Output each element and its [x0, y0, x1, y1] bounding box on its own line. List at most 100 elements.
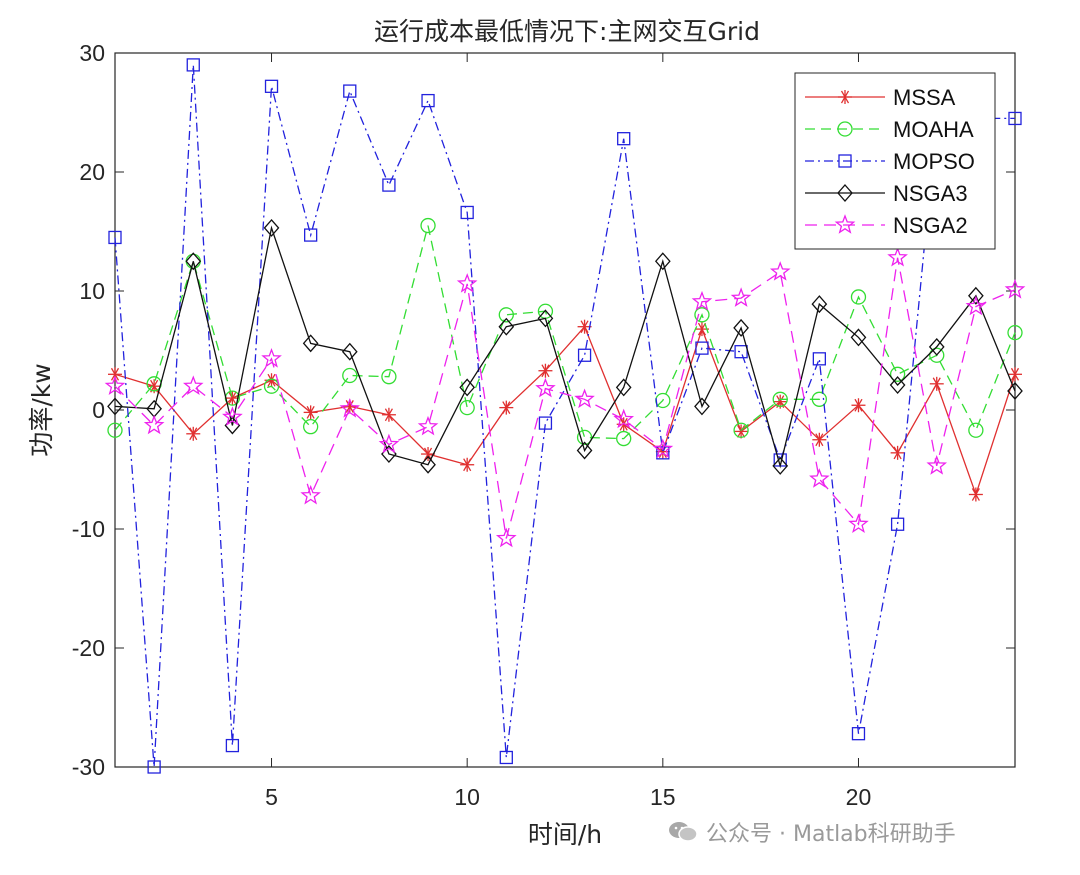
data-point: [577, 319, 592, 334]
data-point: [339, 397, 361, 418]
data-point: [108, 230, 122, 245]
data-point: [104, 375, 126, 396]
x-tick-label: 20: [846, 784, 872, 810]
y-tick-label: -10: [72, 516, 105, 542]
data-point: [928, 337, 945, 356]
data-point: [730, 287, 752, 307]
legend-label: NSGA3: [893, 181, 968, 206]
data-point: [834, 214, 856, 234]
data-point: [420, 455, 436, 474]
data-point: [304, 228, 318, 242]
legend-label: MSSA: [893, 85, 956, 110]
data-point: [382, 178, 396, 192]
data-point: [691, 290, 713, 311]
data-point: [851, 727, 866, 741]
data-point: [850, 289, 867, 305]
data-point: [695, 341, 709, 355]
legend-label: MOAHA: [893, 117, 974, 142]
data-point: [499, 750, 513, 765]
watermark: 公众号 · Matlab科研助手: [668, 814, 956, 850]
data-point: [537, 309, 554, 328]
data-point: [850, 328, 867, 347]
data-point: [890, 445, 905, 460]
data-point: [733, 318, 749, 337]
y-tick-label: -20: [72, 635, 105, 661]
data-point: [968, 286, 984, 305]
data-point: [263, 378, 280, 394]
data-point: [222, 406, 243, 426]
y-tick-label: 10: [79, 278, 105, 304]
data-point: [1008, 367, 1022, 382]
data-point: [965, 295, 987, 316]
data-point: [460, 457, 475, 472]
y-tick-label: 30: [79, 40, 105, 66]
series-nsga3: [107, 218, 1023, 475]
legend-item: NSGA3: [805, 181, 968, 206]
x-tick-label: 10: [454, 784, 480, 810]
data-point: [654, 252, 671, 271]
data-point: [887, 246, 908, 267]
data-point: [303, 405, 318, 420]
data-point: [538, 416, 553, 430]
data-point: [929, 347, 945, 363]
series-moaha: [107, 217, 1023, 447]
data-point: [772, 456, 789, 475]
data-point: [264, 79, 279, 93]
data-point: [811, 295, 828, 314]
data-point: [615, 378, 632, 397]
series-line: [114, 64, 1015, 768]
series-mopso: [108, 58, 1022, 774]
data-point: [263, 218, 280, 237]
data-point: [420, 217, 436, 234]
data-point: [809, 468, 830, 488]
data-point: [460, 205, 474, 220]
data-point: [848, 513, 869, 534]
data-point: [225, 738, 240, 753]
data-point: [535, 377, 556, 398]
legend-label: MOPSO: [893, 149, 975, 174]
data-point: [838, 90, 852, 104]
data-point: [694, 397, 710, 416]
data-point: [968, 422, 984, 438]
data-point: [300, 484, 321, 505]
data-point: [889, 366, 906, 382]
data-point: [1004, 278, 1026, 299]
data-point: [652, 438, 674, 459]
data-point: [107, 397, 123, 416]
data-point: [576, 429, 593, 446]
legend-item: NSGA2: [805, 213, 968, 238]
y-tick-label: -30: [72, 754, 105, 780]
data-point: [837, 121, 853, 137]
legend-item: MSSA: [805, 85, 956, 110]
data-point: [186, 426, 201, 441]
data-point: [812, 432, 827, 447]
data-point: [889, 376, 906, 394]
data-point: [456, 273, 478, 293]
data-point: [576, 441, 593, 460]
data-point: [182, 375, 204, 396]
data-point: [574, 388, 595, 409]
data-point: [733, 422, 749, 438]
data-point: [772, 391, 788, 407]
x-tick-label: 15: [650, 784, 676, 810]
data-point: [495, 527, 517, 548]
wechat-icon: [669, 822, 698, 842]
data-point: [378, 433, 400, 454]
data-point: [929, 376, 944, 391]
legend-item: MOAHA: [805, 117, 974, 142]
data-point: [342, 367, 358, 384]
data-point: [381, 369, 397, 385]
data-point: [459, 378, 476, 397]
data-point: [225, 391, 240, 406]
series-line: [114, 225, 1016, 469]
y-axis-label: 功率/kw: [27, 363, 56, 456]
data-point: [616, 430, 632, 447]
legend: MSSA MOAHA MOPSO NSGA3 NSGA2: [794, 72, 996, 250]
series-layer: [104, 58, 1026, 774]
chart-title: 运行成本最低情况下:主网交互Grid: [374, 17, 760, 46]
data-point: [499, 400, 514, 415]
data-point: [926, 455, 948, 475]
data-point: [302, 334, 319, 353]
y-tick-label: 0: [92, 397, 105, 423]
x-tick-label: 5: [265, 784, 278, 810]
